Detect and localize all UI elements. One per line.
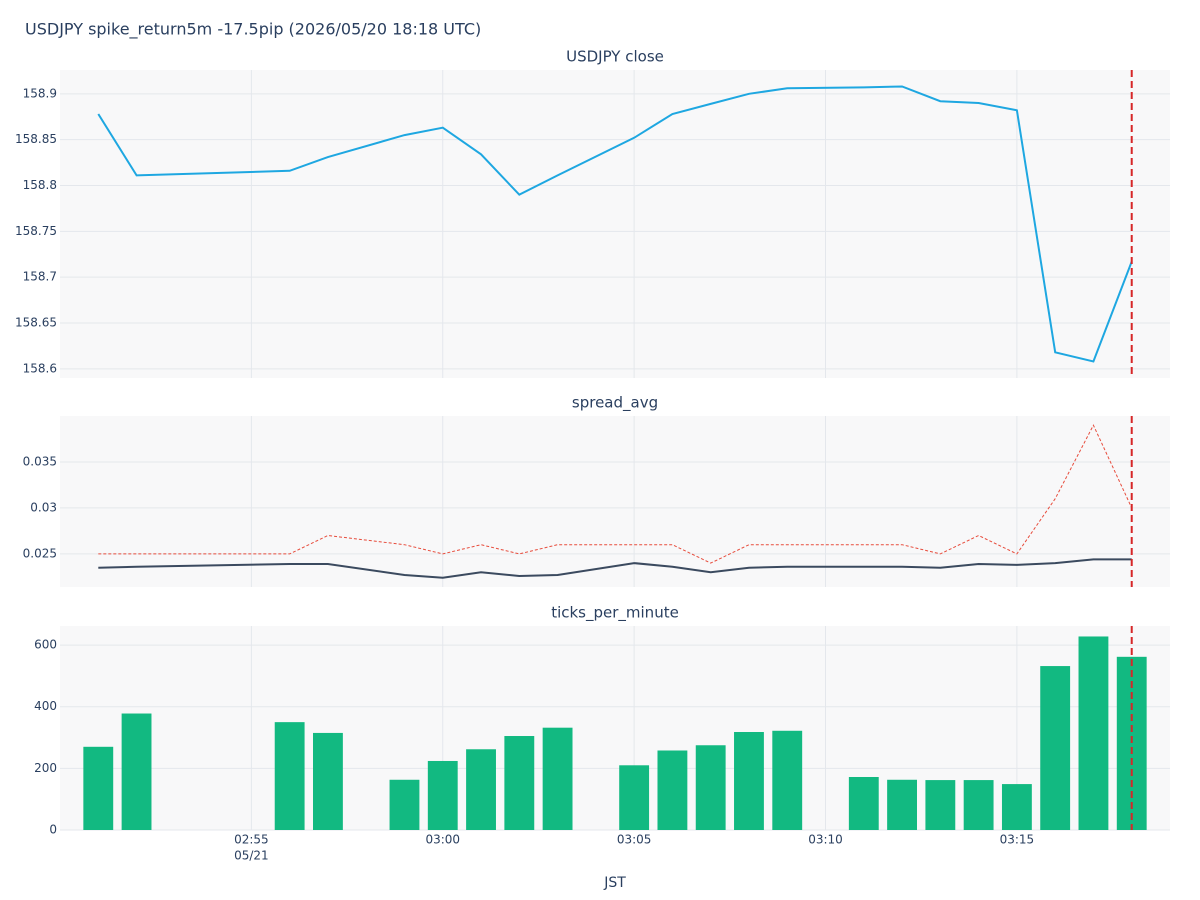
y-tick-label: 0.035 (23, 454, 57, 468)
y-tick-label: 158.8 (23, 178, 57, 192)
y-tick-label: 600 (34, 638, 57, 652)
bar (695, 745, 726, 830)
bar (1001, 784, 1032, 830)
bar (1078, 636, 1109, 830)
bar (313, 732, 343, 830)
bar (848, 776, 879, 830)
y-tick-label: 400 (34, 699, 57, 713)
bar (657, 750, 688, 830)
x-tick-label: 02:55 (234, 833, 269, 847)
y-tick-label: 158.65 (15, 316, 57, 330)
bar (466, 749, 496, 830)
bar (542, 727, 573, 830)
bar (389, 779, 420, 830)
panel-title: spread_avg (572, 394, 658, 413)
x-tick-label: 03:15 (1000, 833, 1035, 847)
y-tick-label: 0 (49, 823, 57, 837)
panel-title: USDJPY close (566, 48, 664, 66)
y-tick-label: 158.75 (15, 224, 57, 238)
bar (504, 736, 535, 830)
plot-area (60, 70, 1170, 378)
line (98, 558, 1132, 579)
y-tick-label: 200 (34, 761, 57, 775)
line (97, 85, 1133, 363)
y-tick-label: 158.6 (23, 361, 57, 375)
bar (83, 746, 114, 830)
bar (121, 713, 152, 830)
bar (734, 732, 764, 830)
bar (1040, 666, 1071, 830)
y-tick-label: 0.03 (30, 500, 57, 514)
x-axis-title: JST (603, 875, 626, 891)
bar (887, 779, 917, 830)
bar (772, 730, 803, 830)
y-tick-label: 158.9 (23, 86, 57, 100)
x-tick-label: 03:00 (425, 833, 460, 847)
y-tick-label: 0.025 (23, 546, 57, 560)
plot-area (60, 416, 1170, 587)
y-tick-label: 158.7 (23, 270, 57, 284)
x-tick-label: 03:10 (808, 833, 843, 847)
y-tick-label: 158.85 (15, 132, 57, 146)
bar (925, 780, 956, 830)
bar (274, 722, 305, 830)
bar (427, 760, 458, 830)
x-tick-label: 03:05 (617, 833, 652, 847)
panel-title: ticks_per_minute (551, 604, 679, 623)
line (98, 424, 1133, 564)
x-date-label: 05/21 (234, 849, 269, 863)
bar (619, 765, 650, 830)
bar (963, 780, 994, 830)
chart-title: USDJPY spike_return5m -17.5pip (2026/05/… (25, 20, 481, 40)
